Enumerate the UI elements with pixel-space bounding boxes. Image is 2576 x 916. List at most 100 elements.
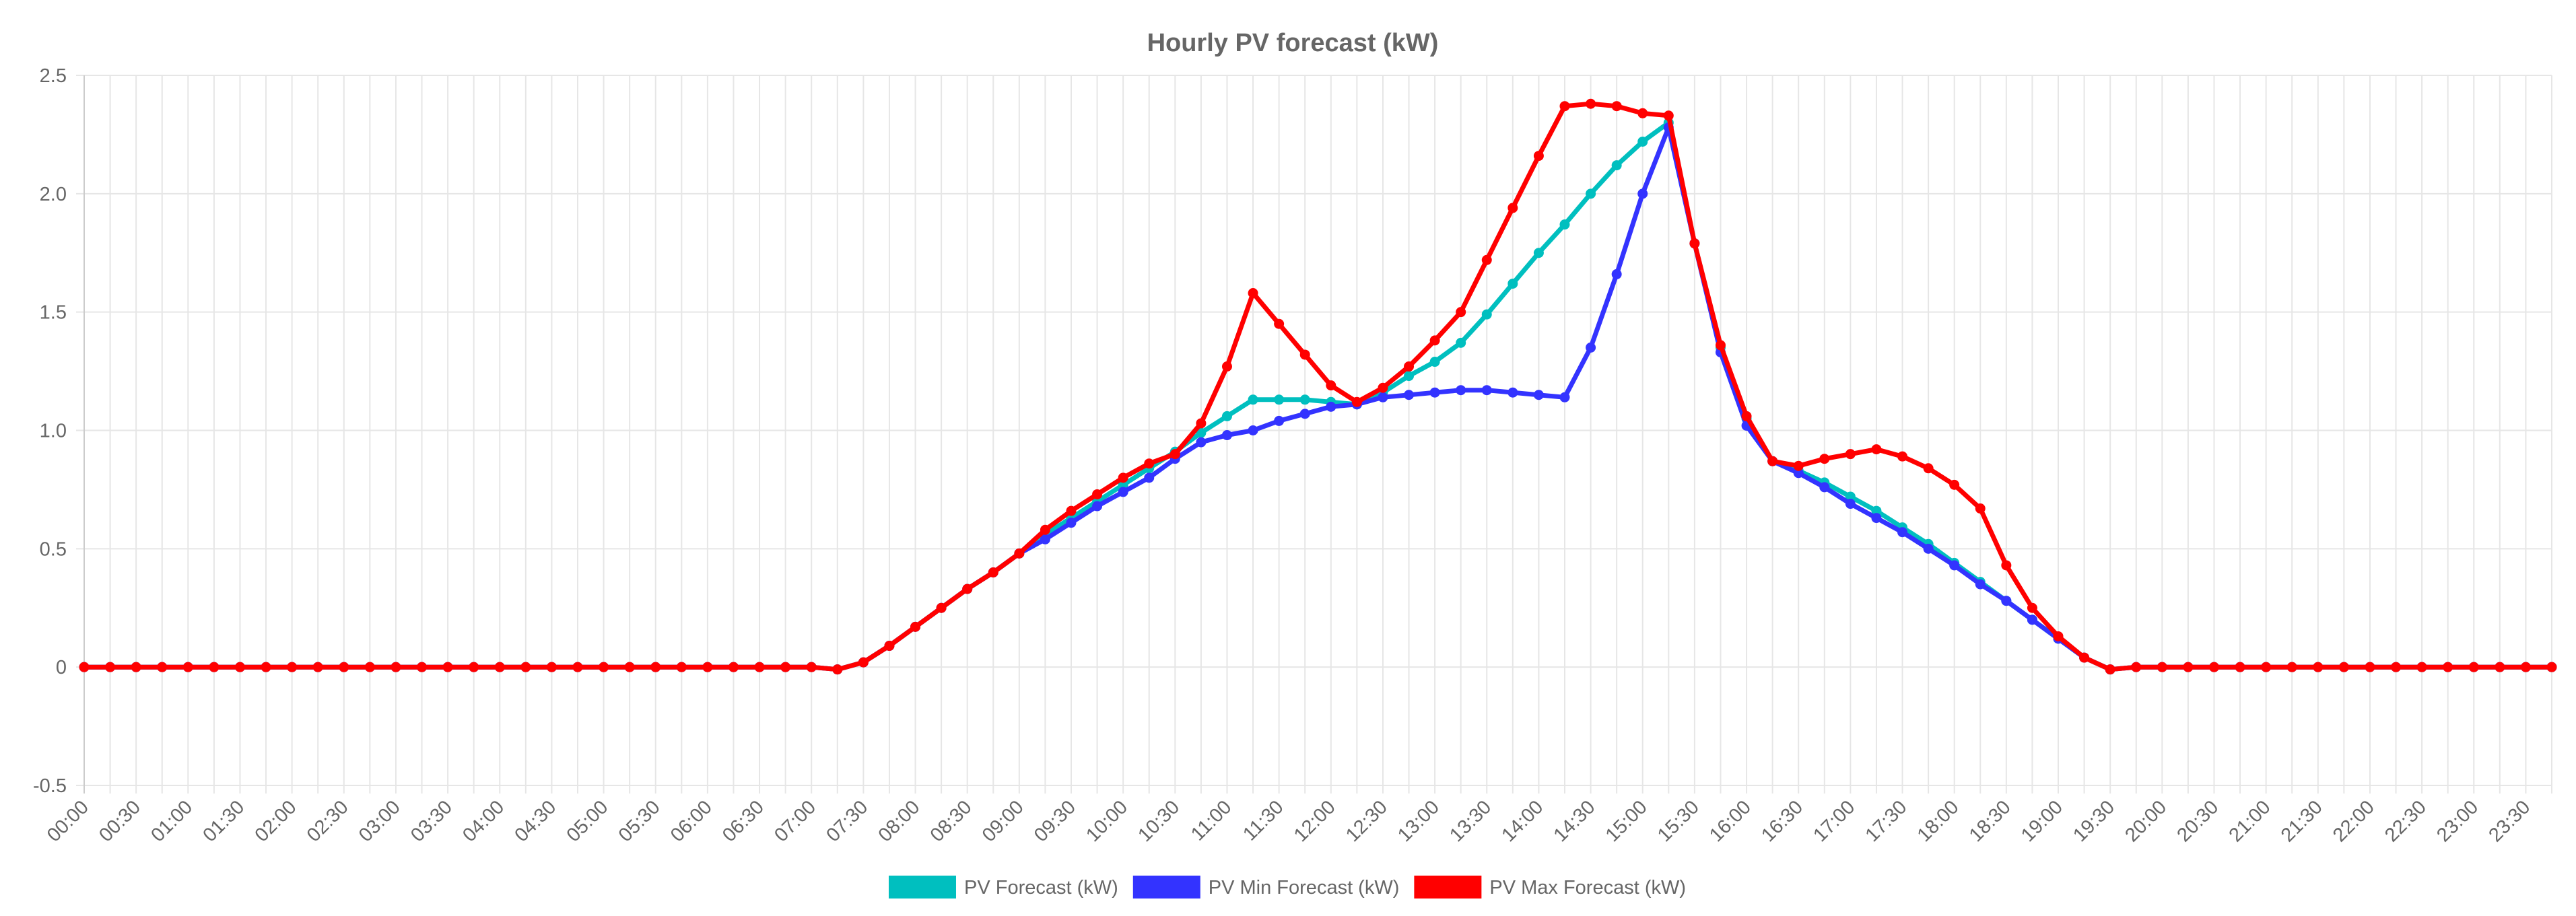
data-point[interactable] [1871,505,1882,516]
data-point[interactable] [1196,427,1207,438]
legend-item[interactable]: PV Max Forecast (kW) [1414,876,1686,899]
data-point[interactable] [624,662,635,672]
data-point[interactable] [1196,418,1207,429]
data-point[interactable] [520,662,531,672]
data-point[interactable] [1871,444,1882,455]
data-point[interactable] [832,664,843,675]
data-point[interactable] [364,662,375,672]
data-point[interactable] [2131,662,2142,672]
legend-item[interactable]: PV Forecast (kW) [888,876,1118,899]
data-point[interactable] [1092,501,1103,512]
data-point[interactable] [2079,652,2090,663]
data-point[interactable] [1975,579,1986,590]
data-point[interactable] [182,662,193,672]
data-point[interactable] [1507,387,1518,398]
data-point[interactable] [2416,662,2427,672]
data-point[interactable] [469,662,479,672]
data-point[interactable] [1845,491,1856,502]
data-point[interactable] [1975,503,1986,514]
data-point[interactable] [936,602,947,613]
data-point[interactable] [1845,499,1856,509]
data-point[interactable] [858,657,869,668]
data-point[interactable] [1611,269,1622,279]
data-point[interactable] [1040,534,1050,544]
data-point[interactable] [1378,392,1388,402]
data-point[interactable] [1118,479,1128,490]
data-point[interactable] [417,662,428,672]
data-point[interactable] [988,567,998,577]
data-point[interactable] [1611,160,1622,171]
data-point[interactable] [2183,662,2194,672]
data-point[interactable] [234,662,245,672]
data-point[interactable] [1221,361,1232,372]
data-point[interactable] [1715,340,1726,351]
data-point[interactable] [1637,136,1648,147]
data-point[interactable] [2443,662,2453,672]
data-point[interactable] [2208,662,2219,672]
data-point[interactable] [1118,487,1128,497]
data-point[interactable] [1429,387,1440,398]
data-point[interactable] [1170,449,1180,460]
data-point[interactable] [1221,430,1232,441]
data-point[interactable] [1533,390,1544,400]
data-point[interactable] [1274,318,1285,329]
data-point[interactable] [131,662,141,672]
data-point[interactable] [1066,505,1077,516]
data-point[interactable] [1299,394,1310,405]
data-point[interactable] [442,662,453,672]
data-point[interactable] [572,662,583,672]
data-point[interactable] [2157,662,2167,672]
data-point[interactable] [1481,309,1492,320]
data-point[interactable] [1949,560,1960,571]
data-point[interactable] [1274,394,1285,405]
data-point[interactable] [1586,342,1596,353]
data-point[interactable] [1429,335,1440,346]
data-point[interactable] [1897,451,1908,462]
data-point[interactable] [1040,524,1050,535]
data-point[interactable] [1144,472,1155,483]
data-point[interactable] [2313,662,2324,672]
data-point[interactable] [1533,151,1544,162]
data-point[interactable] [2520,662,2531,672]
data-point[interactable] [1429,357,1440,367]
data-point[interactable] [1923,463,1934,474]
data-point[interactable] [1819,454,1830,464]
data-point[interactable] [910,621,921,632]
data-point[interactable] [1326,401,1336,412]
data-point[interactable] [339,662,349,672]
data-point[interactable] [2053,631,2064,641]
data-point[interactable] [1378,382,1388,393]
data-point[interactable] [2027,602,2037,613]
data-point[interactable] [780,662,791,672]
data-point[interactable] [1456,385,1466,396]
data-point[interactable] [1949,479,1960,490]
data-point[interactable] [1819,482,1830,493]
data-point[interactable] [157,662,168,672]
data-point[interactable] [2286,662,2297,672]
data-point[interactable] [1897,527,1908,538]
data-point[interactable] [1248,288,1258,299]
data-point[interactable] [962,584,973,594]
data-point[interactable] [2495,662,2505,672]
data-point[interactable] [1793,468,1804,479]
data-point[interactable] [1923,543,1934,554]
data-point[interactable] [1559,101,1570,112]
data-point[interactable] [2261,662,2272,672]
data-point[interactable] [287,662,298,672]
data-point[interactable] [1326,380,1336,391]
data-point[interactable] [1404,390,1415,400]
data-point[interactable] [1481,254,1492,265]
data-point[interactable] [1741,411,1752,421]
data-point[interactable] [2468,662,2479,672]
data-point[interactable] [1248,425,1258,435]
data-point[interactable] [2546,662,2557,672]
data-point[interactable] [1845,449,1856,460]
data-point[interactable] [1533,248,1544,258]
data-point[interactable] [1299,409,1310,419]
data-point[interactable] [2105,664,2115,675]
data-point[interactable] [1144,458,1155,469]
data-point[interactable] [1274,415,1285,426]
data-point[interactable] [1118,472,1128,483]
data-point[interactable] [1404,371,1415,382]
data-point[interactable] [702,662,713,672]
